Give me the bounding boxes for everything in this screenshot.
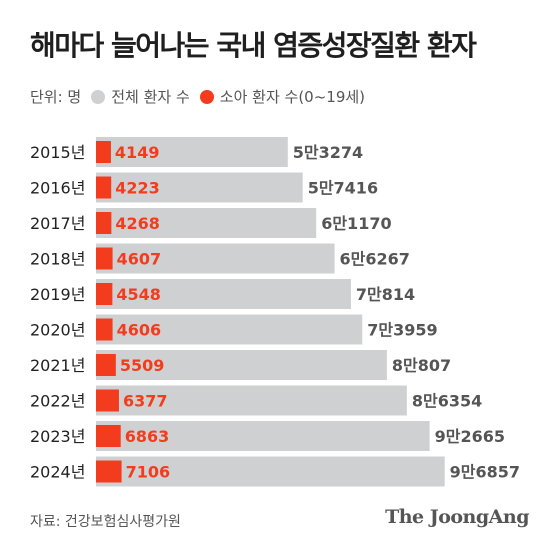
year-label: 2023년: [30, 427, 85, 446]
child-bar: [96, 283, 113, 305]
total-bar: [96, 208, 317, 238]
year-label: 2018년: [30, 250, 85, 269]
legend-total-label: 전체 환자 수: [111, 88, 190, 106]
total-value-label: 6만6267: [340, 250, 410, 269]
total-value-label: 6만1170: [321, 214, 391, 233]
total-value-label: 9만2665: [435, 427, 505, 446]
total-bar: [96, 279, 351, 309]
year-label: 2017년: [30, 214, 85, 233]
child-bar: [96, 212, 112, 234]
year-label: 2016년: [30, 179, 85, 198]
child-value-label: 4607: [117, 250, 162, 269]
year-label: 2015년: [30, 143, 85, 162]
child-value-label: 4268: [115, 214, 160, 233]
child-bar: [96, 318, 113, 341]
brand-logo: The JoongAng: [385, 506, 529, 528]
total-bar: [96, 172, 303, 203]
child-value-label: 5509: [120, 356, 165, 375]
chart-title: 해마다 늘어나는 국내 염증성장질환 환자: [30, 29, 477, 62]
total-value-label: 9만6857: [450, 463, 520, 482]
child-bar: [96, 460, 122, 483]
child-bar: [96, 247, 113, 270]
child-value-label: 4223: [115, 179, 160, 198]
year-label: 2020년: [30, 321, 85, 340]
child-value-label: 6377: [123, 392, 168, 411]
total-value-label: 8만807: [392, 356, 451, 375]
total-value-label: 7만3959: [367, 321, 437, 340]
child-value-label: 4149: [115, 143, 160, 162]
legend: 단위: 명 전체 환자 수 소아 환자 수(0~19세): [30, 86, 365, 107]
total-value-label: 7만814: [356, 285, 415, 304]
unit-label: 단위: 명: [30, 88, 82, 106]
year-label: 2022년: [30, 392, 85, 411]
child-bar: [96, 354, 116, 376]
year-label: 2021년: [30, 356, 85, 375]
child-value-label: 6863: [125, 427, 170, 446]
total-value-label: 8만6354: [412, 392, 482, 411]
total-bar: [96, 456, 445, 487]
child-bar: [96, 425, 121, 447]
total-bar: [96, 421, 430, 451]
child-value-label: 7106: [126, 463, 171, 482]
child-bar: [96, 389, 119, 412]
total-bar: [96, 385, 407, 416]
total-value-label: 5만3274: [293, 143, 363, 162]
total-value-label: 5만7416: [308, 179, 378, 198]
legend-child-label: 소아 환자 수(0~19세): [219, 88, 366, 106]
source-note: 자료: 건강보험심사평가원: [30, 514, 181, 530]
bar-chart: 2015년 4149 5만3274 2016년 4223 5만7416 2017년 4268 6…: [30, 137, 520, 487]
total-bar: [96, 137, 288, 167]
child-value-label: 4548: [116, 285, 161, 304]
year-label: 2024년: [30, 463, 85, 482]
child-bar: [96, 141, 111, 163]
legend-total-swatch: [91, 89, 106, 104]
total-bar: [96, 243, 335, 274]
child-bar: [96, 176, 112, 199]
total-bar: [96, 314, 363, 345]
legend-child-swatch: [199, 89, 214, 104]
total-bar: [96, 350, 387, 380]
year-label: 2019년: [30, 285, 85, 304]
child-value-label: 4606: [117, 321, 162, 340]
